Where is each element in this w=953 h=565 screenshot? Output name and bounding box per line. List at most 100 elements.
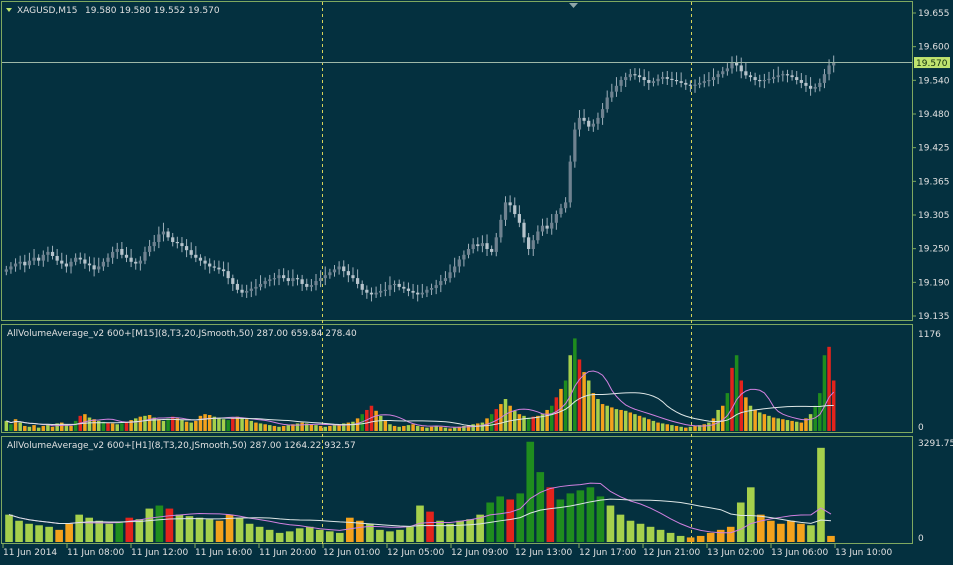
candle-body <box>346 271 350 276</box>
candle-body <box>235 283 240 290</box>
symbol-title[interactable]: XAGUSD,M15 <box>17 6 77 16</box>
candle-body <box>462 254 466 260</box>
axis-tick-label: 12 Jun 05:00 <box>387 548 444 558</box>
volume-bar <box>637 415 642 431</box>
candle-body <box>559 208 563 215</box>
axis-tick-label: 19.540 <box>918 76 950 86</box>
volume-bar <box>124 421 129 431</box>
candle-body <box>208 263 212 267</box>
volume-bar <box>720 405 725 431</box>
volume-bar <box>697 425 702 431</box>
volume-bar <box>55 529 63 542</box>
volume-bar <box>554 397 559 431</box>
candle-body <box>702 81 706 83</box>
volume-bar <box>767 415 771 431</box>
volume-bar <box>335 532 344 542</box>
candle-body <box>596 117 600 124</box>
volume-bar <box>217 418 221 431</box>
volume-bar <box>797 523 805 542</box>
volume-bar <box>277 426 281 431</box>
candle-body <box>171 237 175 242</box>
volume-bar <box>480 422 485 431</box>
candle-body <box>656 78 660 82</box>
candle-body <box>379 290 383 293</box>
volume-bar <box>725 393 730 431</box>
volume-bar <box>767 520 775 542</box>
volume-bar <box>776 418 780 431</box>
symbol-dropdown-icon[interactable] <box>6 8 12 12</box>
axis-tick-label: 3291.75 <box>918 439 953 449</box>
volume-bar <box>614 409 619 431</box>
volume-bar <box>822 355 827 431</box>
candle-body <box>55 255 59 261</box>
axis-tick-label: 19.425 <box>918 144 950 154</box>
candle-body <box>679 81 683 83</box>
candle-body <box>295 278 300 280</box>
volume-bar <box>145 508 154 542</box>
volume-bar <box>194 420 198 431</box>
volume-bar <box>305 526 314 542</box>
candle-body <box>23 261 27 266</box>
candle-body <box>781 74 785 76</box>
volume-bar <box>15 520 23 542</box>
candle-body <box>503 202 508 220</box>
candle-body <box>83 259 87 264</box>
volume-bar <box>337 424 341 431</box>
volume-bar <box>185 516 194 542</box>
candle-body <box>762 80 766 82</box>
symbol-ohlc: 19.580 19.580 19.552 19.570 <box>85 6 220 16</box>
axis-tick-label: 13 Jun 10:00 <box>835 548 892 558</box>
candle-body <box>268 279 272 282</box>
candle-body <box>231 278 235 284</box>
volume-bar <box>794 421 799 431</box>
candle-body <box>448 272 452 279</box>
volume-bar <box>674 425 679 431</box>
volume-bar <box>448 428 452 431</box>
volume-bar <box>304 423 309 431</box>
volume-bar <box>235 416 240 431</box>
candle-body <box>258 283 263 287</box>
candle-body <box>189 250 193 255</box>
volume-m15-header: AllVolumeAverage_v2 600+[M15](8,T3,20,JS… <box>7 329 357 339</box>
volume-bar <box>50 426 55 431</box>
volume-bar <box>660 423 665 431</box>
volume-bar <box>120 423 124 431</box>
candle-body <box>194 254 198 258</box>
candle-body <box>397 283 401 287</box>
candle-body <box>337 266 341 270</box>
volume-bar <box>180 420 184 431</box>
chart-shift-marker[interactable] <box>569 3 578 8</box>
volume-bar <box>143 415 147 431</box>
candle-body <box>513 205 517 215</box>
volume-bar <box>785 420 790 431</box>
candle-body <box>550 222 554 229</box>
candle-body <box>466 248 471 255</box>
volume-bar <box>666 532 675 542</box>
candle-body <box>531 240 535 249</box>
volume-bar <box>341 423 346 431</box>
volume-bar <box>198 415 203 431</box>
volume-bar <box>696 535 705 542</box>
candle-body <box>499 219 503 238</box>
volume-bar <box>508 405 512 431</box>
candle-body <box>485 243 489 249</box>
axis-tick-label: 19.365 <box>918 177 950 187</box>
candle-body <box>818 82 822 88</box>
volume-bar <box>670 425 674 431</box>
volume-bar <box>790 420 794 431</box>
volume-m15-bars <box>4 338 836 431</box>
volume-bar <box>207 415 212 431</box>
volume-bar <box>360 414 364 431</box>
candle-body <box>707 80 711 82</box>
candle-body <box>471 244 475 249</box>
volume-bar <box>452 427 457 431</box>
volume-bar <box>115 424 120 431</box>
volume-bar <box>757 514 765 542</box>
volume-bar <box>771 417 776 431</box>
volume-bar <box>64 425 69 431</box>
candle-body <box>619 80 623 86</box>
volume-bar <box>13 419 18 431</box>
volume-bar <box>254 422 258 431</box>
